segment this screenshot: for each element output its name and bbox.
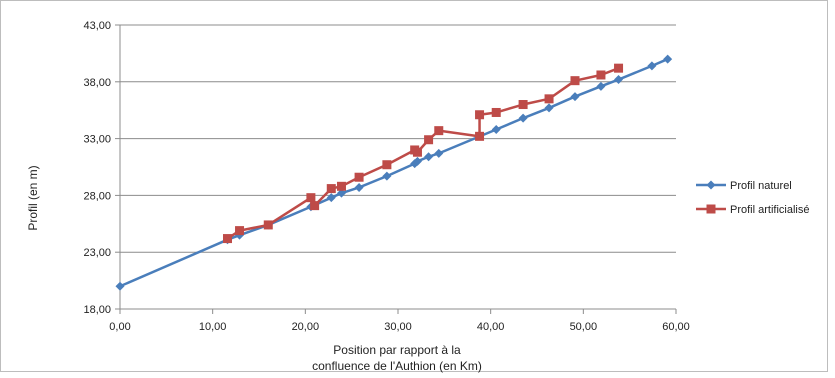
series-layer — [115, 54, 673, 291]
gridlines — [120, 24, 676, 310]
series-line — [226, 67, 619, 240]
data-point — [424, 152, 434, 162]
data-point — [614, 63, 624, 73]
data-point — [354, 182, 364, 192]
x-axis-title-line-2: confluence de l'Authion (en Km) — [312, 359, 482, 373]
data-point — [491, 107, 501, 117]
data-point — [475, 131, 485, 141]
data-point — [596, 81, 606, 91]
data-point — [326, 184, 336, 194]
data-point — [222, 234, 232, 244]
x-tick-label: 40,00 — [477, 321, 505, 333]
data-point — [491, 125, 501, 135]
data-point — [518, 100, 528, 110]
x-tick-label: 20,00 — [292, 321, 320, 333]
data-point — [115, 281, 125, 291]
data-point — [412, 156, 422, 166]
x-tick-label: 60,00 — [662, 321, 690, 333]
y-axis-title: Profil (en m) — [26, 165, 40, 230]
data-point — [663, 54, 673, 64]
legend-label: Profil artificialisé — [730, 204, 809, 216]
legend: Profil naturel Profil artificialisé — [696, 180, 809, 216]
chart-frame: 18,00 23,00 28,00 33,00 38,00 43,00 0,00 10,00… — [0, 0, 828, 373]
data-point — [412, 147, 422, 157]
x-axis-title-line-1: Position par rapport à la — [333, 343, 461, 357]
data-point — [306, 193, 316, 203]
x-tick-label: 10,00 — [199, 321, 227, 333]
data-point — [382, 160, 392, 170]
data-point — [336, 188, 346, 198]
y-tick-label: 23,00 — [83, 247, 111, 259]
data-point — [570, 76, 580, 86]
data-point — [326, 193, 336, 203]
data-point — [596, 70, 606, 80]
x-tick-label: 30,00 — [384, 321, 412, 333]
y-tick-label: 38,00 — [83, 77, 111, 89]
data-point — [310, 201, 320, 211]
legend-item: Profil artificialisé — [696, 204, 809, 216]
data-point — [424, 135, 434, 145]
data-point — [382, 171, 392, 181]
legend-swatch-marker — [706, 180, 716, 190]
line-chart: 18,00 23,00 28,00 33,00 38,00 43,00 0,00 10,00… — [26, 20, 809, 373]
y-tick-labels: 18,00 23,00 28,00 33,00 38,00 43,00 — [83, 20, 111, 316]
x-tick-label: 0,00 — [109, 321, 130, 333]
data-point — [518, 113, 528, 123]
y-tick-label: 28,00 — [83, 190, 111, 202]
data-point — [434, 148, 444, 158]
data-point — [263, 220, 273, 230]
legend-swatch-marker — [706, 204, 716, 214]
y-tick-label: 33,00 — [83, 134, 111, 146]
y-tick-label: 18,00 — [83, 304, 111, 316]
data-point — [235, 226, 245, 236]
y-tick-label: 43,00 — [83, 20, 111, 32]
legend-item: Profil naturel — [696, 180, 792, 192]
data-point — [336, 181, 346, 191]
data-point — [570, 92, 580, 102]
data-point — [614, 75, 624, 85]
x-tick-labels: 0,00 10,00 20,00 30,00 40,00 50,00 60,00 — [109, 321, 689, 333]
legend-label: Profil naturel — [730, 180, 792, 192]
data-point — [434, 126, 444, 136]
series-profil-naturel — [115, 54, 673, 291]
x-tick-label: 50,00 — [570, 321, 598, 333]
data-point — [544, 94, 554, 104]
series-profil-artificialise — [222, 63, 624, 244]
data-point — [647, 61, 657, 71]
axes — [115, 24, 677, 314]
data-point — [544, 103, 554, 113]
data-point — [354, 172, 364, 182]
data-point — [475, 110, 485, 120]
